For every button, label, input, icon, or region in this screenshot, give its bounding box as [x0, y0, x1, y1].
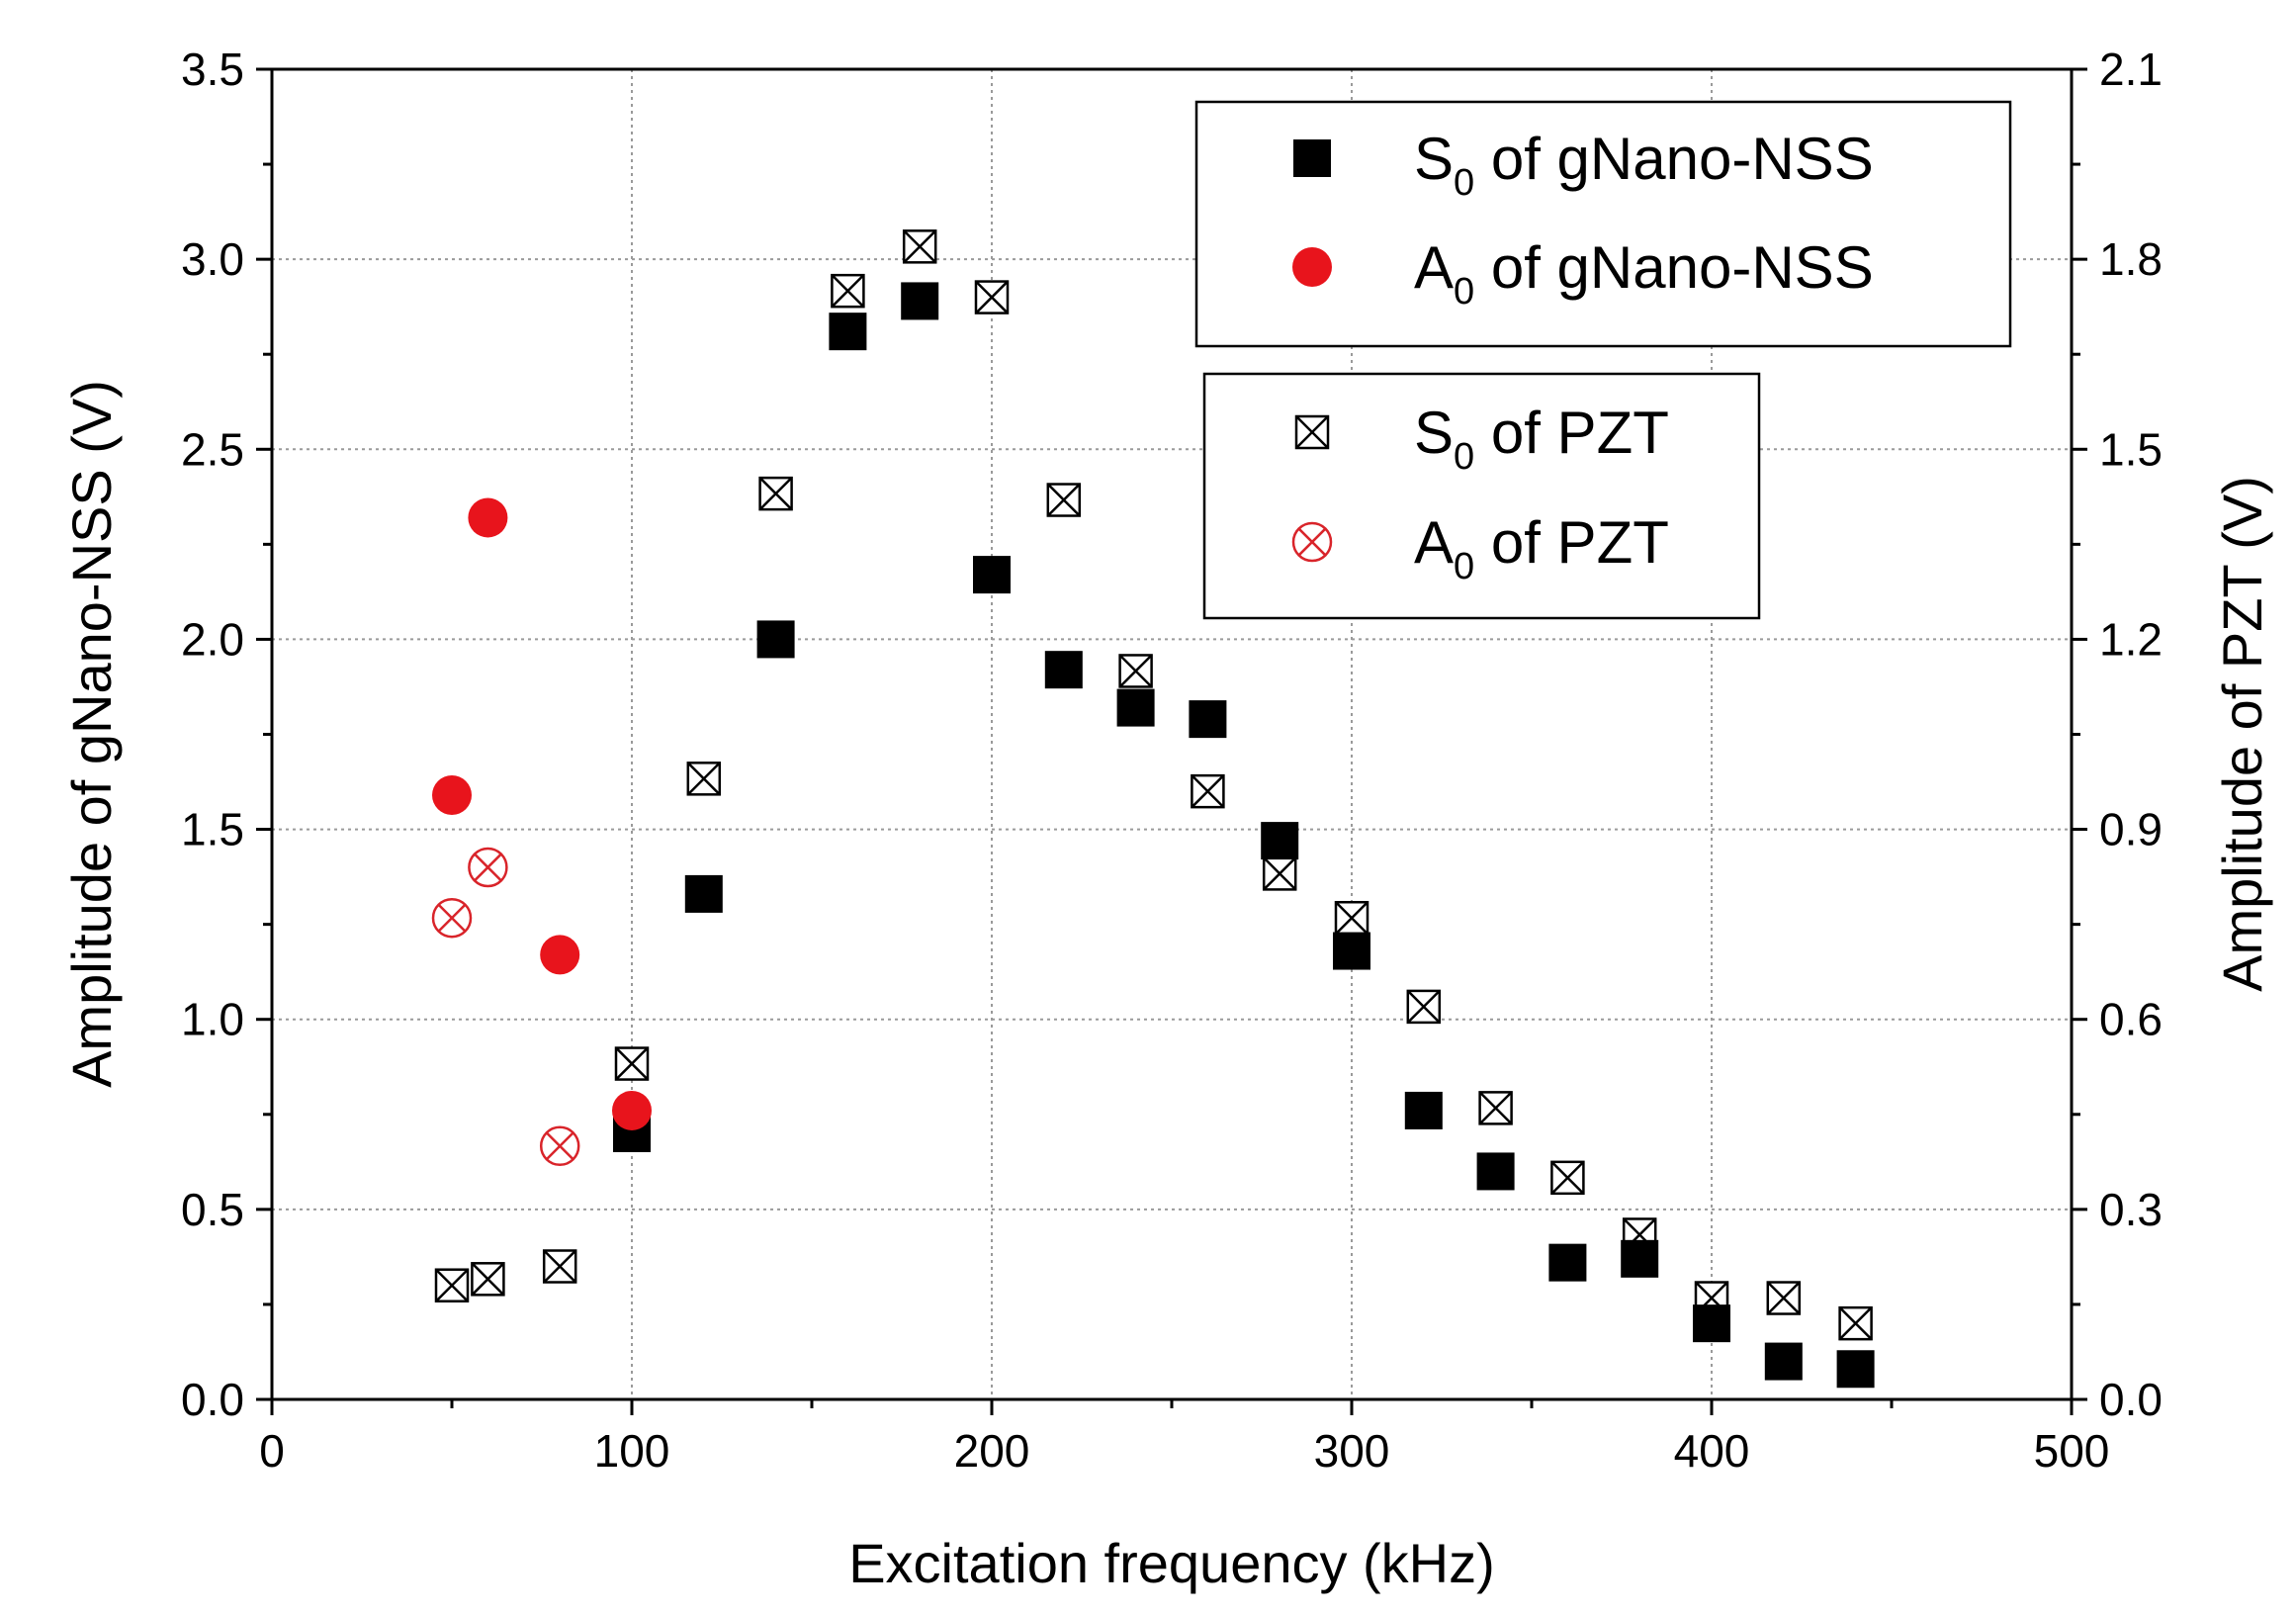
point-s0-of-gnano-nss — [829, 313, 867, 351]
x-tick-label: 100 — [594, 1425, 670, 1477]
point-a0-of-gnano-nss — [612, 1090, 652, 1130]
y-left-tick-label: 1.5 — [181, 804, 244, 855]
legend-label-a0-of-pzt: A0 of PZT — [1414, 509, 1669, 587]
point-s0-of-gnano-nss — [1116, 688, 1155, 727]
point-s0-of-pzt — [542, 1249, 577, 1284]
legend-label-s0-of-pzt: S0 of PZT — [1414, 400, 1669, 478]
point-s0-of-gnano-nss — [1044, 651, 1083, 689]
point-s0-of-pzt — [902, 229, 937, 264]
point-s0-of-pzt — [1838, 1305, 1873, 1341]
y-right-tick-label: 1.8 — [2099, 233, 2163, 285]
point-a0-of-pzt — [539, 1125, 580, 1167]
point-a0-of-pzt — [468, 847, 508, 888]
y-left-tick-label: 1.0 — [181, 994, 244, 1045]
legend-marker-s0-of-pzt — [1294, 414, 1330, 450]
legend-pzt-box — [1202, 372, 1761, 620]
legend-marker-a0-of-pzt — [1291, 521, 1333, 563]
point-s0-of-gnano-nss — [973, 556, 1011, 594]
legend-gnano-box — [1194, 100, 2012, 348]
y-axis-right-title: Amplitude of PZT (V) — [2211, 476, 2273, 992]
point-a0-of-gnano-nss — [432, 774, 472, 815]
x-tick-label: 0 — [259, 1425, 285, 1477]
x-axis-title: Excitation frequency (kHz) — [848, 1532, 1495, 1594]
point-s0-of-pzt — [1118, 654, 1153, 688]
point-s0-of-pzt — [1334, 900, 1369, 936]
legend: S0 of gNano-NSS A0 of gNano-NSS S0 of PZT A… — [1291, 126, 1874, 587]
y-right-tick-label: 0.9 — [2099, 804, 2163, 855]
point-s0-of-gnano-nss — [1333, 932, 1370, 970]
axis-ticks: 0 100 200 300 400 5000.00.51.01.52.02.53.03.5… — [181, 44, 2163, 1477]
x-tick-label: 200 — [954, 1425, 1030, 1477]
point-s0-of-pzt — [1766, 1281, 1802, 1315]
point-s0-of-pzt — [471, 1262, 505, 1297]
point-s0-of-gnano-nss — [1404, 1091, 1443, 1129]
point-s0-of-pzt — [1046, 483, 1082, 517]
y-axis-left-title: Amplitude of gNano-NSS (V) — [60, 380, 123, 1088]
point-s0-of-pzt — [434, 1268, 470, 1302]
y-left-tick-label: 2.5 — [181, 423, 244, 475]
point-s0-of-gnano-nss — [684, 874, 723, 913]
point-a0-of-gnano-nss — [540, 935, 580, 975]
legend-label-a0-of-gnano-nss: A0 of gNano-NSS — [1414, 234, 1874, 313]
point-s0-of-pzt — [1478, 1091, 1513, 1125]
point-s0-of-pzt — [1406, 989, 1442, 1025]
point-s0-of-gnano-nss — [1836, 1350, 1875, 1389]
point-s0-of-pzt — [1191, 773, 1225, 809]
point-s0-of-pzt — [831, 273, 865, 309]
legend-label-s0-of-gnano-nss: S0 of gNano-NSS — [1414, 126, 1874, 204]
point-s0-of-pzt — [686, 762, 722, 796]
y-right-tick-label: 1.2 — [2099, 613, 2163, 665]
x-tick-label: 300 — [1314, 1425, 1390, 1477]
point-s0-of-gnano-nss — [1548, 1243, 1587, 1282]
point-s0-of-gnano-nss — [901, 282, 939, 320]
y-right-tick-label: 0.6 — [2099, 994, 2163, 1045]
point-s0-of-gnano-nss — [1764, 1342, 1803, 1381]
y-left-tick-label: 3.0 — [181, 233, 244, 285]
point-s0-of-pzt — [1262, 856, 1297, 891]
y-right-tick-label: 1.5 — [2099, 423, 2163, 475]
y-left-tick-label: 0.0 — [181, 1374, 244, 1425]
point-s0-of-gnano-nss — [1693, 1304, 1730, 1343]
y-right-tick-label: 2.1 — [2099, 44, 2163, 95]
legend-marker-a0-of-gnano-nss — [1292, 247, 1332, 287]
data-points — [431, 229, 1875, 1389]
point-a0-of-gnano-nss — [468, 497, 508, 538]
y-left-tick-label: 0.5 — [181, 1184, 244, 1235]
x-tick-label: 400 — [1674, 1425, 1750, 1477]
point-a0-of-pzt — [431, 897, 473, 939]
point-s0-of-pzt — [758, 476, 793, 511]
y-left-tick-label: 2.0 — [181, 613, 244, 665]
point-s0-of-pzt — [1550, 1160, 1585, 1196]
y-right-tick-label: 0.0 — [2099, 1374, 2163, 1425]
x-tick-label: 500 — [2034, 1425, 2110, 1477]
y-right-tick-label: 0.3 — [2099, 1184, 2163, 1235]
point-s0-of-gnano-nss — [756, 620, 795, 659]
point-s0-of-pzt — [614, 1046, 650, 1081]
point-s0-of-gnano-nss — [1261, 822, 1299, 860]
point-s0-of-gnano-nss — [1621, 1239, 1659, 1278]
legend-marker-s0-of-gnano-nss — [1293, 139, 1331, 177]
point-s0-of-gnano-nss — [1189, 700, 1227, 739]
point-s0-of-gnano-nss — [1476, 1152, 1515, 1191]
point-s0-of-pzt — [974, 280, 1010, 314]
y-left-tick-label: 3.5 — [181, 44, 244, 95]
